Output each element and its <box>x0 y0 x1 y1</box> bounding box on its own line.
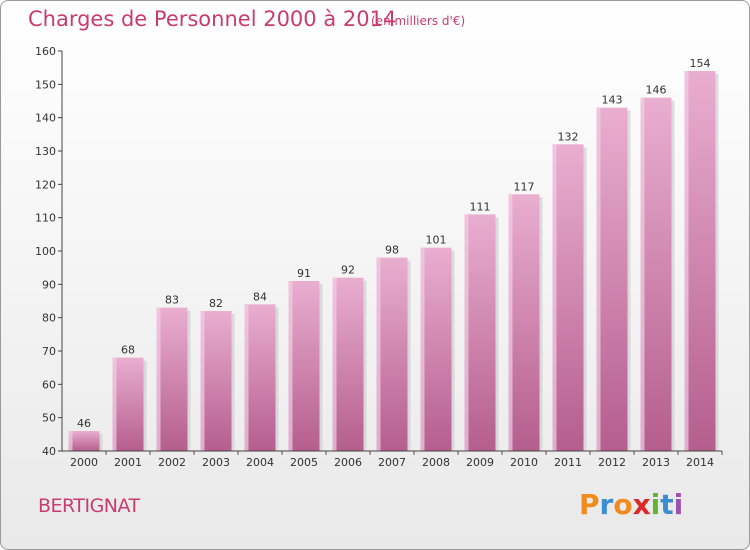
y-tick-label-150: 150 <box>35 78 56 91</box>
x-tick-label-2014: 2014 <box>686 456 714 469</box>
data-label-2005: 91 <box>297 267 311 280</box>
y-tick-label-90: 90 <box>42 278 56 291</box>
bar-2000 <box>68 431 100 451</box>
chart-subtitle: (en milliers d'€) <box>371 14 466 28</box>
x-tick-label-2012: 2012 <box>598 456 626 469</box>
proxiti-logo: Proxiti <box>579 488 683 521</box>
x-tick-label-2007: 2007 <box>378 456 406 469</box>
x-tick-label-2000: 2000 <box>70 456 98 469</box>
data-label-2001: 68 <box>121 344 135 357</box>
bar-highlight-2002 <box>156 307 161 451</box>
x-tick-label-2006: 2006 <box>334 456 362 469</box>
bar-highlight-2003 <box>200 311 205 451</box>
bar-2013 <box>640 97 672 452</box>
bar-highlight-2013 <box>640 97 645 452</box>
bar-2012 <box>596 107 628 452</box>
commune-name: BERTIGNAT <box>38 495 140 517</box>
y-tick-label-80: 80 <box>42 312 56 325</box>
y-tick-label-40: 40 <box>42 445 56 458</box>
bar-highlight-2012 <box>596 107 601 452</box>
data-label-2004: 84 <box>253 290 267 303</box>
y-tick-label-140: 140 <box>35 112 56 125</box>
data-label-2007: 98 <box>385 244 399 257</box>
y-tick-label-120: 120 <box>35 178 56 191</box>
y-tick-label-130: 130 <box>35 145 56 158</box>
bar-2010 <box>508 194 540 452</box>
bar-highlight-2008 <box>420 247 425 451</box>
bar-highlight-2004 <box>244 304 249 451</box>
x-tick-label-2003: 2003 <box>202 456 230 469</box>
logo-letter: x <box>632 488 651 521</box>
data-label-2000: 46 <box>77 417 91 430</box>
bar-2011 <box>552 144 584 452</box>
data-label-2013: 146 <box>646 84 667 97</box>
y-tick-label-50: 50 <box>42 412 56 425</box>
bar-highlight-2014 <box>684 71 689 451</box>
logo-letter: P <box>579 488 600 521</box>
x-tick-label-2013: 2013 <box>642 456 670 469</box>
data-label-2014: 154 <box>690 57 711 70</box>
data-label-2003: 82 <box>209 297 223 310</box>
logo-letter: t <box>660 488 674 521</box>
data-label-2012: 143 <box>602 94 623 107</box>
chart-title: Charges de Personnel 2000 à 2014 <box>28 7 397 31</box>
bar-highlight-2000 <box>68 431 73 451</box>
data-label-2010: 117 <box>514 180 535 193</box>
data-label-2006: 92 <box>341 264 355 277</box>
bar-2014 <box>684 71 716 451</box>
logo-letter: r <box>599 488 614 521</box>
bar-highlight-2009 <box>464 214 469 451</box>
logo-letter: o <box>613 488 633 521</box>
y-tick-label-110: 110 <box>35 212 56 225</box>
bar-highlight-2010 <box>508 194 513 452</box>
x-tick-label-2001: 2001 <box>114 456 142 469</box>
y-tick-label-160: 160 <box>35 45 56 58</box>
bar-2007 <box>376 257 408 451</box>
logo-letter: i <box>673 488 684 521</box>
x-tick-label-2009: 2009 <box>466 456 494 469</box>
bar-2005 <box>288 281 320 451</box>
bar-2008 <box>420 247 452 451</box>
x-tick-label-2002: 2002 <box>158 456 186 469</box>
bar-2003 <box>200 311 232 451</box>
bar-2006 <box>332 277 364 451</box>
x-tick-label-2008: 2008 <box>422 456 450 469</box>
logo-letter: i <box>650 488 661 521</box>
bar-highlight-2005 <box>288 281 293 451</box>
bar-highlight-2007 <box>376 257 381 451</box>
bar-highlight-2006 <box>332 277 337 451</box>
bar-highlight-2001 <box>112 357 117 451</box>
y-tick-label-60: 60 <box>42 378 56 391</box>
data-label-2002: 83 <box>165 294 179 307</box>
bar-2004 <box>244 304 276 451</box>
x-tick-label-2004: 2004 <box>246 456 274 469</box>
bar-2001 <box>112 357 144 451</box>
x-tick-label-2010: 2010 <box>510 456 538 469</box>
y-tick-label-100: 100 <box>35 245 56 258</box>
bar-2009 <box>464 214 496 451</box>
data-label-2009: 111 <box>470 200 491 213</box>
y-tick-label-70: 70 <box>42 345 56 358</box>
data-label-2008: 101 <box>426 234 447 247</box>
data-label-2011: 132 <box>558 130 579 143</box>
x-tick-label-2005: 2005 <box>290 456 318 469</box>
x-tick-label-2011: 2011 <box>554 456 582 469</box>
bar-2002 <box>156 307 188 451</box>
bar-highlight-2011 <box>552 144 557 452</box>
